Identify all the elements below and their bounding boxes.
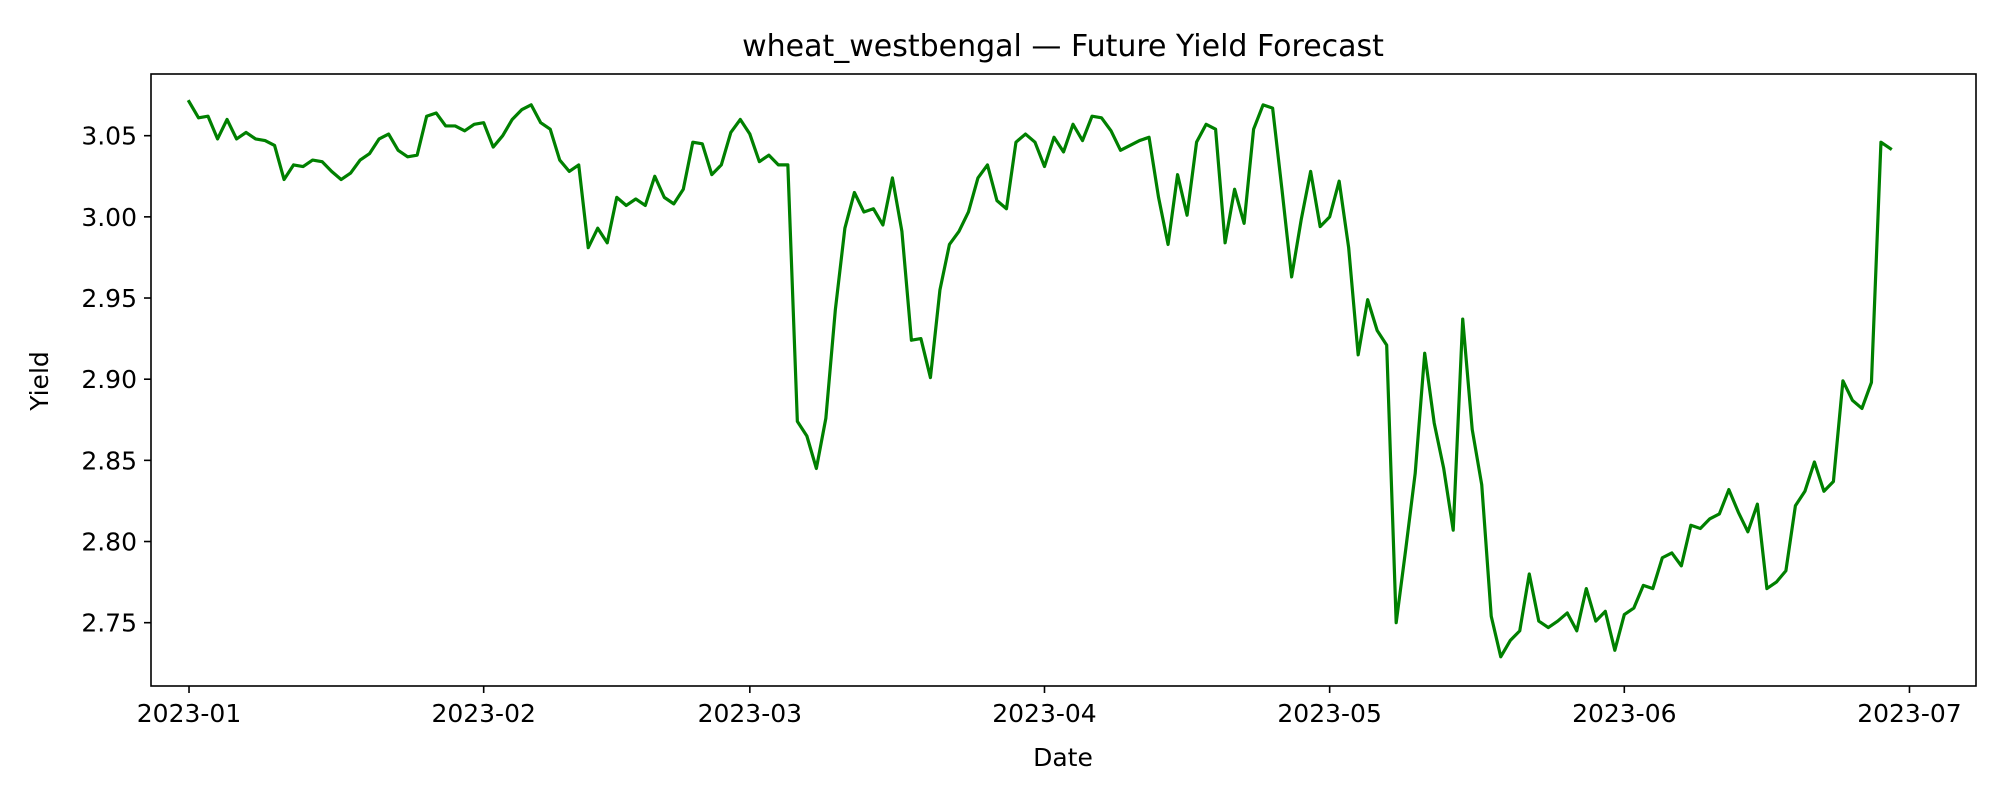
x-tick-label: 2023-06: [1572, 699, 1676, 728]
y-tick-label: 2.80: [81, 528, 137, 557]
plot-area: [150, 73, 1977, 687]
x-tick-label: 2023-02: [431, 699, 535, 728]
x-tick-label: 2023-03: [698, 699, 802, 728]
series-line: [186, 99, 1893, 659]
chart-title: wheat_westbengal — Future Yield Forecast: [742, 29, 1384, 64]
y-axis: 2.75 2.80 2.85 2.90 2.95 3.00 3.05: [81, 122, 151, 638]
x-axis: 2023-01 2023-02 2023-03 2023-04 2023-05 2023-…: [137, 686, 1962, 728]
y-tick-label: 3.05: [81, 122, 137, 151]
x-tick-label: 2023-01: [137, 699, 241, 728]
y-tick-label: 2.75: [81, 609, 137, 638]
y-axis-label: Yield: [25, 351, 54, 412]
x-tick-label: 2023-04: [992, 699, 1096, 728]
x-axis-label: Date: [1033, 743, 1093, 772]
x-tick-label: 2023-05: [1277, 699, 1381, 728]
x-tick-label: 2023-07: [1857, 699, 1961, 728]
y-tick-label: 2.90: [81, 365, 137, 394]
y-tick-label: 3.00: [81, 203, 137, 232]
y-tick-label: 2.95: [81, 284, 137, 313]
plot-frame: [150, 73, 1977, 687]
y-tick-label: 2.85: [81, 446, 137, 475]
